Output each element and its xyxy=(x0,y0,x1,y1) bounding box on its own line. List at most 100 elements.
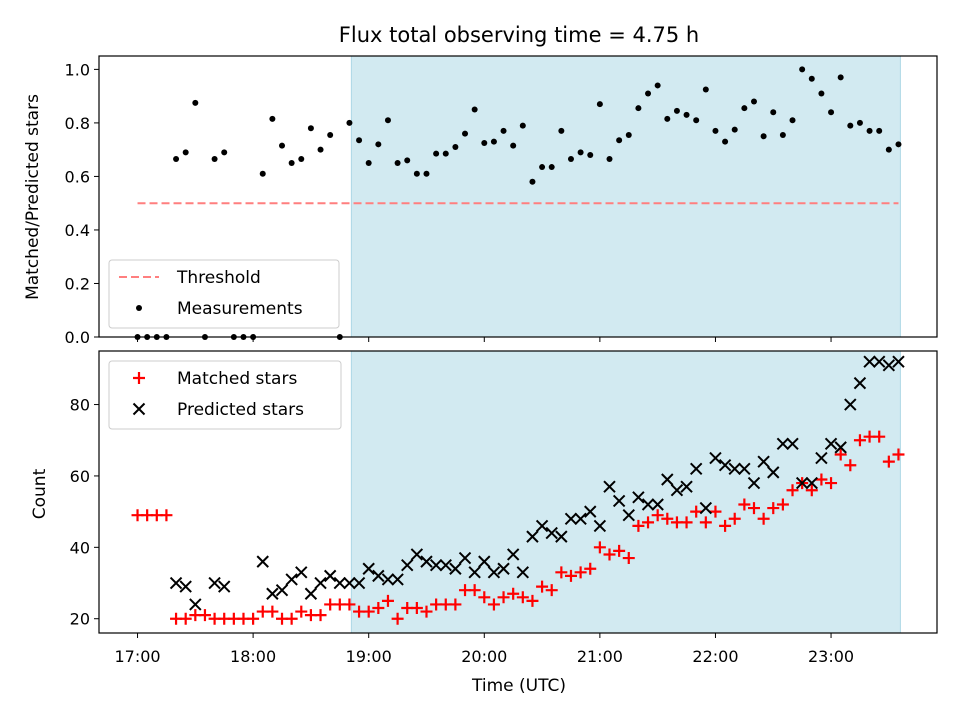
predicted-star-point xyxy=(603,480,616,493)
matched-star-point xyxy=(179,612,192,625)
matched-star-point xyxy=(497,591,510,604)
predicted-star-point xyxy=(584,505,597,518)
measurement-point xyxy=(577,149,584,156)
matched-star-point xyxy=(545,584,558,597)
matched-star-point xyxy=(738,498,751,511)
matched-star-point xyxy=(844,459,857,472)
top-y-axis-label: Matched/Predicted stars xyxy=(23,94,43,300)
predicted-star-point xyxy=(564,512,578,525)
matched-star-point xyxy=(719,519,732,532)
y-tick-label: 0.8 xyxy=(65,114,90,133)
y-tick-label: 60 xyxy=(70,467,90,486)
predicted-star-point xyxy=(391,573,404,586)
ratio-panel: 0.0 0.2 0.4 0.6 0.8 1.0 Threshold Measurements xyxy=(65,55,938,347)
matched-star-point xyxy=(536,580,549,593)
bottom-y-axis-label: Count xyxy=(30,468,50,519)
measurement-point xyxy=(606,156,613,163)
measurement-point xyxy=(221,149,228,156)
measurement-point xyxy=(307,125,314,132)
x-tick-label: 20:00 xyxy=(461,647,507,666)
matched-star-point xyxy=(776,498,789,511)
predicted-star-point xyxy=(449,562,462,575)
matched-star-point xyxy=(160,509,173,522)
predicted-star-point xyxy=(458,551,472,565)
measurement-point xyxy=(548,164,555,171)
measurement-point xyxy=(866,127,873,134)
predicted-star-point xyxy=(323,569,337,583)
y-tick-label: 0.2 xyxy=(65,274,90,293)
predicted-star-point xyxy=(555,530,568,543)
measurement-point xyxy=(818,90,825,97)
measurement-point xyxy=(442,150,449,157)
measurement-point xyxy=(722,138,729,145)
matched-star-point xyxy=(805,484,818,497)
measurement-point xyxy=(539,164,546,171)
matched-star-point xyxy=(632,519,645,532)
predicted-star-point xyxy=(420,555,433,568)
matched-star-point xyxy=(266,605,279,618)
axes-frame xyxy=(98,350,938,634)
matched-star-point xyxy=(882,455,895,468)
predicted-star-point xyxy=(208,576,221,590)
measurement-point xyxy=(683,111,690,118)
matched-star-point xyxy=(468,584,481,597)
matched-star-point xyxy=(295,605,308,618)
predicted-star-point xyxy=(728,462,741,476)
count-panel: 20 40 60 80 17:00 18:00 19:00 20:00 21:00 22:00 23… xyxy=(70,350,938,666)
measurement-point xyxy=(741,105,748,112)
x-tick-label: 19:00 xyxy=(346,647,392,666)
legend-label: Matched stars xyxy=(177,369,297,389)
predicted-star-point xyxy=(343,576,356,590)
predicted-star-point xyxy=(824,437,838,451)
matched-star-point xyxy=(381,594,394,607)
predicted-star-point xyxy=(680,480,693,493)
predicted-star-point xyxy=(622,508,635,522)
measurement-point xyxy=(567,156,574,163)
predicted-star-point xyxy=(352,576,366,590)
measurement-point xyxy=(365,160,372,167)
predicted-star-point xyxy=(776,437,790,451)
matched-star-point xyxy=(892,448,905,461)
measurement-point xyxy=(298,156,305,163)
predicted-star-point xyxy=(169,576,183,590)
matched-star-point xyxy=(574,566,587,579)
matched-star-point xyxy=(526,594,539,607)
measurement-point xyxy=(471,106,478,113)
measurement-point xyxy=(693,117,700,124)
measurement-point xyxy=(837,74,844,81)
matched-star-point xyxy=(853,434,866,447)
measurement-point xyxy=(269,115,276,122)
predicted-star-point xyxy=(593,519,607,533)
measurement-point xyxy=(895,141,902,148)
y-tick-label: 0.6 xyxy=(65,167,90,186)
measurement-point xyxy=(760,133,767,140)
measurement-point xyxy=(519,122,526,129)
predicted-star-point xyxy=(632,491,645,504)
matched-star-point xyxy=(584,562,597,575)
predicted-star-point xyxy=(699,501,713,515)
measurement-point xyxy=(452,143,459,150)
measurement-point xyxy=(346,119,353,126)
predicted-star-point xyxy=(757,455,770,468)
measurement-point xyxy=(799,66,806,73)
measurement-point xyxy=(327,131,334,138)
measurement-point xyxy=(885,146,892,153)
legend-predicted-swatch xyxy=(132,402,146,416)
predicted-star-point xyxy=(362,562,375,575)
predicted-star-point xyxy=(795,476,809,490)
predicted-star-point xyxy=(709,451,722,465)
predicted-star-point xyxy=(497,562,510,575)
matched-star-point xyxy=(410,602,423,615)
figure-title: Flux total observing time = 4.75 h xyxy=(339,23,699,47)
x-tick-label: 18:00 xyxy=(230,647,276,666)
matched-star-point xyxy=(815,473,828,486)
predicted-star-point xyxy=(468,566,481,579)
predicted-star-point xyxy=(304,587,318,600)
matched-star-point xyxy=(478,591,491,604)
measurement-point xyxy=(259,170,266,177)
measurement-point xyxy=(279,142,286,149)
predicted-star-point xyxy=(892,355,905,368)
measurement-point xyxy=(712,127,719,134)
predicted-star-point xyxy=(526,530,539,543)
